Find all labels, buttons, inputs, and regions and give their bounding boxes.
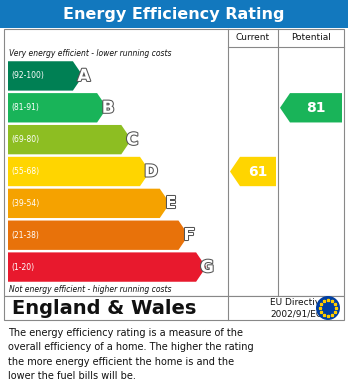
Text: Not energy efficient - higher running costs: Not energy efficient - higher running co…	[9, 285, 172, 294]
Polygon shape	[8, 221, 189, 250]
Polygon shape	[280, 93, 342, 122]
Text: 61: 61	[248, 165, 268, 179]
Text: (81-91): (81-91)	[11, 103, 39, 112]
Text: England & Wales: England & Wales	[12, 298, 196, 317]
Bar	[4, 296, 344, 320]
Text: A: A	[78, 67, 90, 85]
Text: (55-68): (55-68)	[11, 167, 39, 176]
Polygon shape	[230, 157, 276, 186]
Polygon shape	[8, 93, 107, 122]
Text: The energy efficiency rating is a measure of the
overall efficiency of a home. T: The energy efficiency rating is a measur…	[8, 328, 254, 381]
Text: E: E	[165, 194, 176, 212]
Polygon shape	[8, 157, 150, 186]
Polygon shape	[8, 189, 170, 218]
Text: Current: Current	[236, 34, 270, 43]
Text: (39-54): (39-54)	[11, 199, 39, 208]
Text: (21-38): (21-38)	[11, 231, 39, 240]
Text: EU Directive
2002/91/EC: EU Directive 2002/91/EC	[270, 298, 326, 318]
Text: 81: 81	[306, 101, 326, 115]
Text: (1-20): (1-20)	[11, 263, 34, 272]
Polygon shape	[8, 253, 206, 282]
Text: (69-80): (69-80)	[11, 135, 39, 144]
Polygon shape	[8, 125, 131, 154]
Text: C: C	[126, 131, 139, 149]
Polygon shape	[8, 61, 83, 91]
Text: (92-100): (92-100)	[11, 72, 44, 81]
Text: G: G	[200, 258, 214, 276]
Text: D: D	[144, 163, 158, 181]
Text: Potential: Potential	[291, 34, 331, 43]
Bar	[0, 0, 348, 28]
Bar	[4, 29, 344, 296]
Text: B: B	[102, 99, 114, 117]
Circle shape	[316, 296, 340, 320]
Text: Very energy efficient - lower running costs: Very energy efficient - lower running co…	[9, 49, 172, 58]
Text: Energy Efficiency Rating: Energy Efficiency Rating	[63, 7, 285, 22]
Text: F: F	[184, 226, 195, 244]
